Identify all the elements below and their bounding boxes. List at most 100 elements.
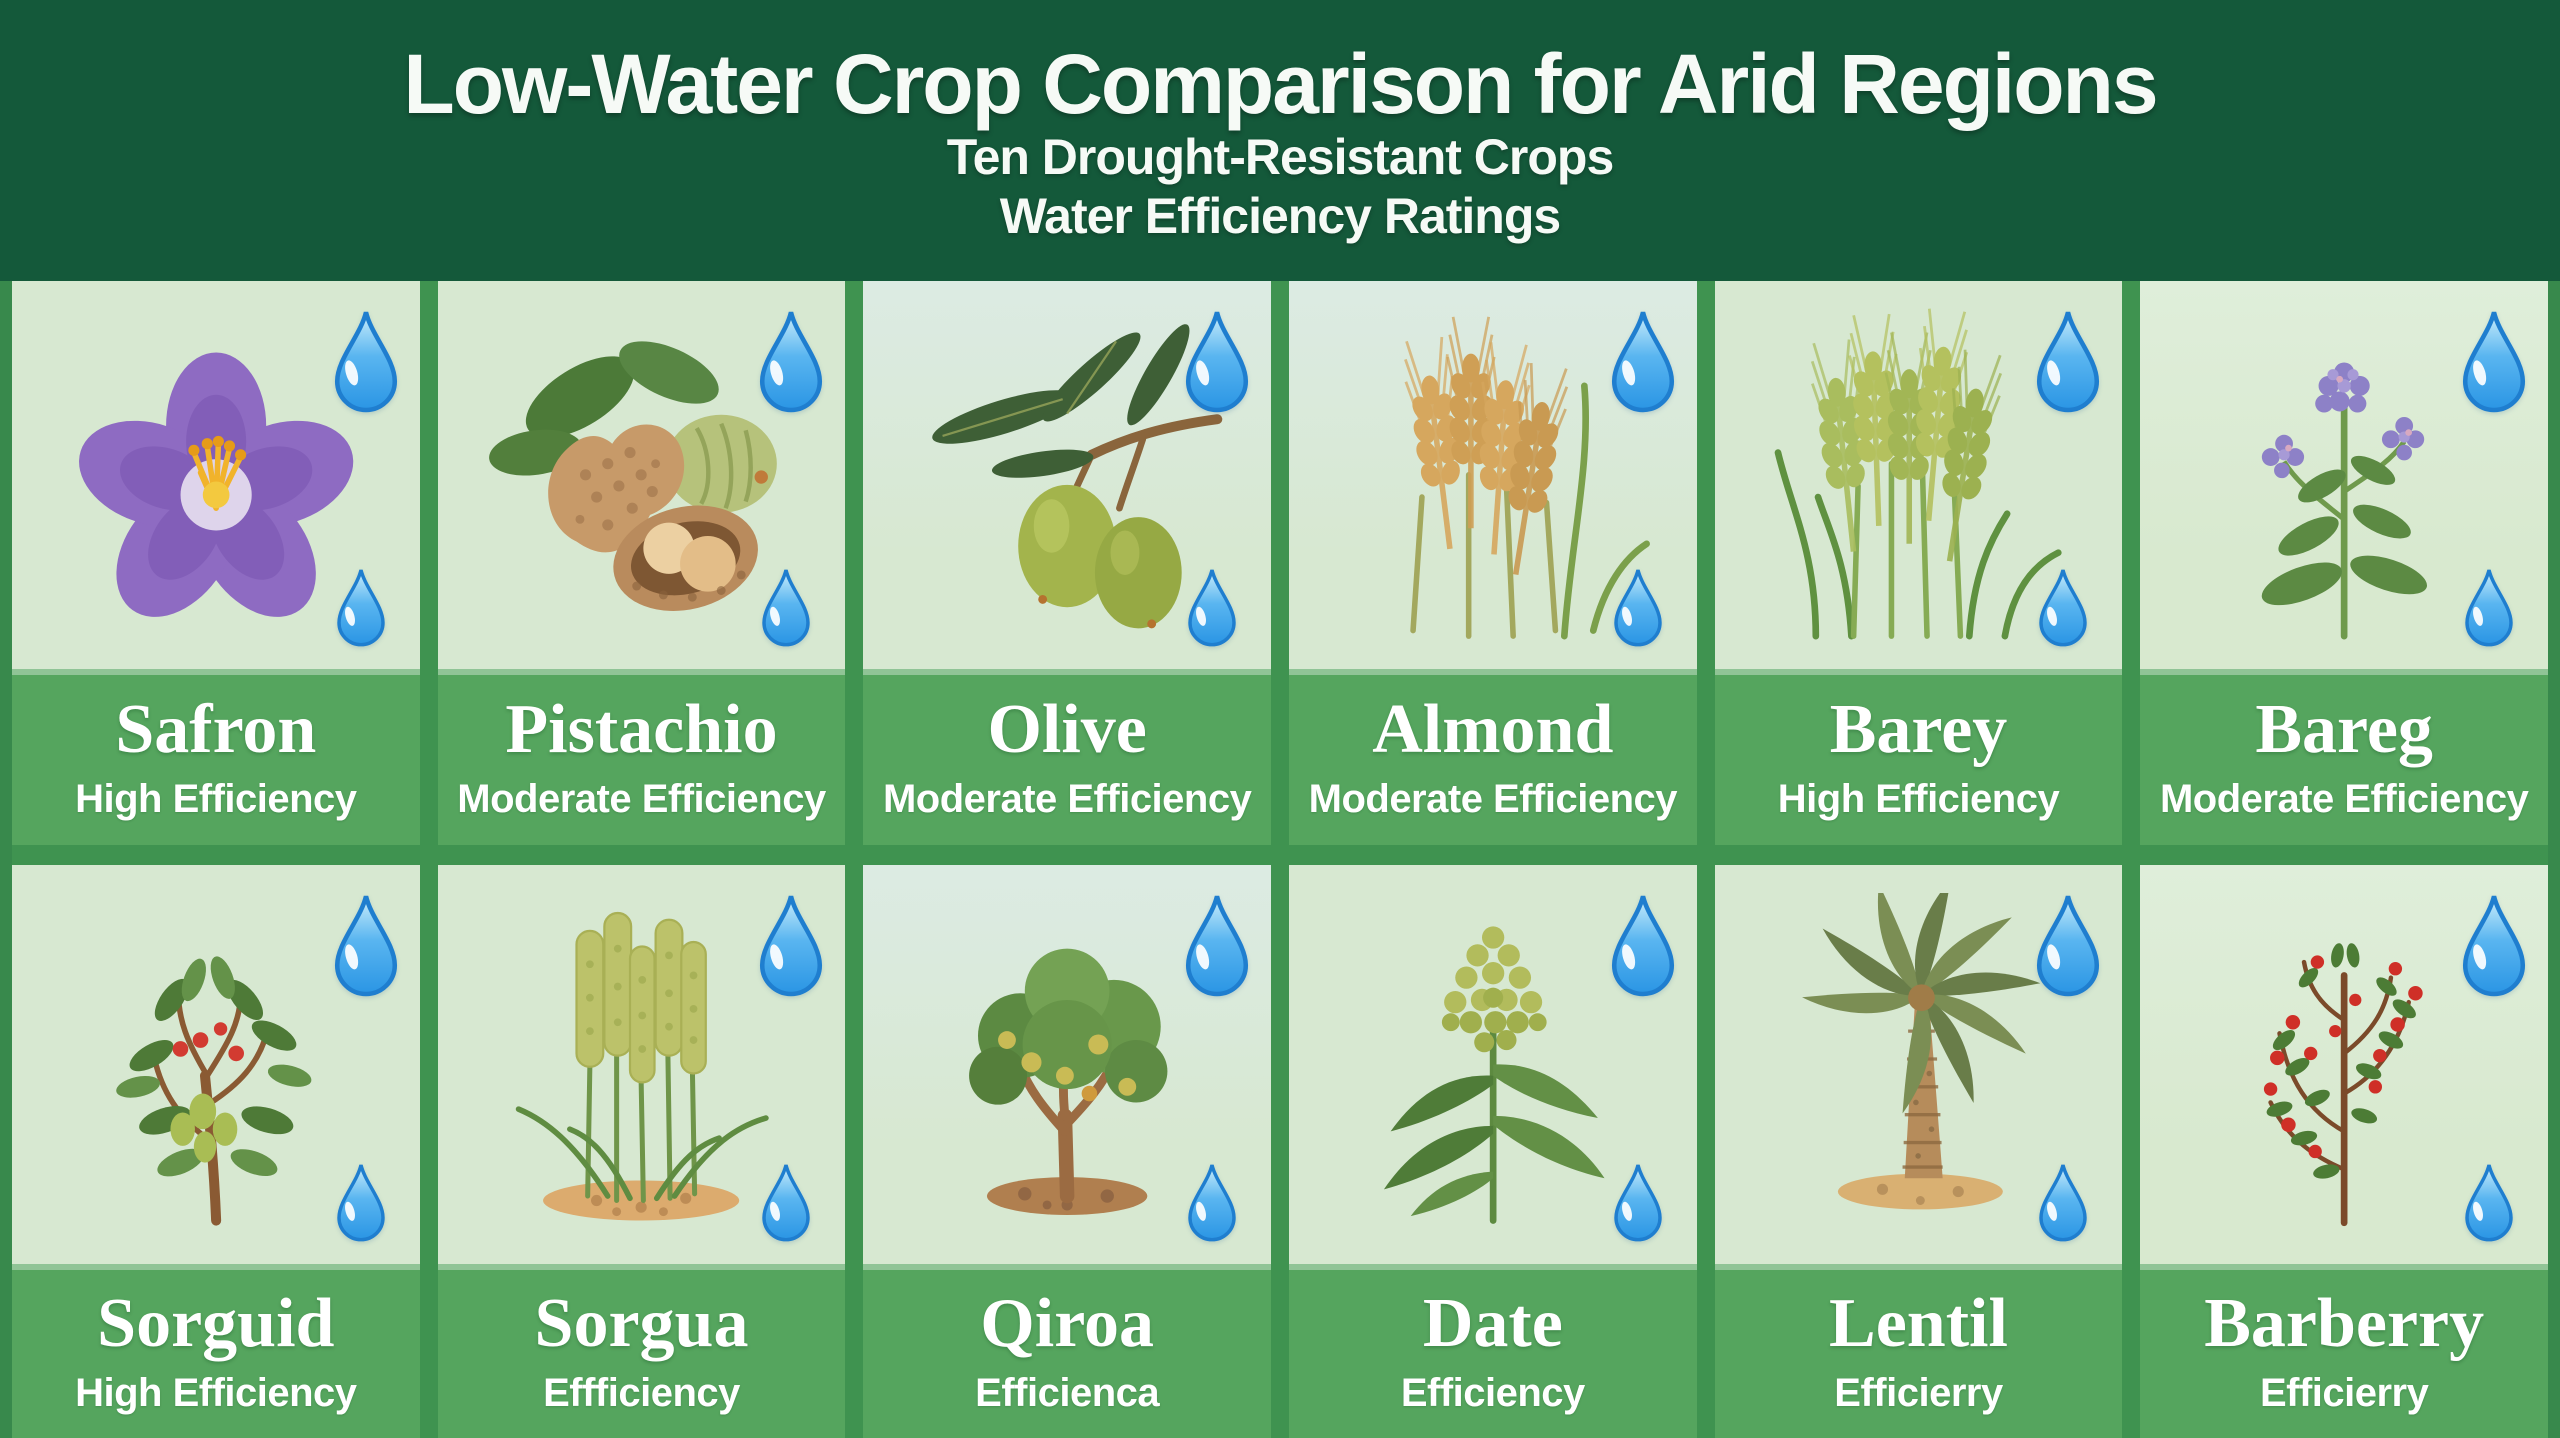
water-droplet-icon [1188,568,1236,647]
crop-label-band: Sorgua Effficiency [437,1264,846,1438]
crop-card-safron: Safron High Efficiency [12,281,420,845]
crop-label-band: Qiroa Efficienca [863,1264,1271,1438]
peanut-shells-illustration [489,341,778,612]
barberry-shrub-illustration [2263,943,2423,1227]
crop-name: Bareg [2255,691,2433,768]
water-droplet-icon [2465,1163,2513,1242]
crop-rating: High Efficiency [75,777,357,821]
crop-label-band: Date Efficiency [1288,1264,1697,1438]
crop-image-area [2140,865,2548,1264]
olive-branch-illustration [932,324,1223,629]
crop-rating: High Efficiency [75,1371,357,1415]
crop-rating: Efficienca [975,1371,1160,1415]
crop-name: Date [1422,1285,1563,1362]
water-droplet-icon [1613,568,1662,647]
crop-label-band: Barey High Efficiency [1714,669,2123,845]
grid-frame: Safron High Efficiency [0,281,2560,1438]
crop-rating: Moderate Efficiency [1308,777,1678,821]
water-droplet-icon [336,1163,385,1242]
crop-label-band: Barberry Efficierry [2140,1264,2548,1438]
crop-name: Almond [1372,691,1614,768]
crop-name: Pistachio [505,691,778,768]
crop-label-band: Bareg Moderate Efficiency [2140,669,2548,845]
crop-card-sorguid: Sorguid High Efficiency [12,865,420,1438]
subtitle-line-2: Water Efficiency Ratings [999,188,1561,245]
water-droplet-icon [328,891,404,997]
crop-rating: Efficierry [2259,1371,2429,1415]
header-banner: Low-Water Crop Comparison for Arid Regio… [0,0,2560,281]
crop-label-band: Almond Moderate Efficiency [1288,669,1697,845]
crop-image-area [1288,865,1697,1264]
crop-card-olive: Olive Moderate Efficiency [863,281,1271,845]
crop-name: Safron [115,691,317,768]
crop-card-almond: Almond Moderate Efficiency [1288,281,1697,845]
crop-image-area [437,281,846,669]
fruit-shrub-illustration [115,956,312,1226]
crop-card-qiroa: Qiroa Efficienca [863,865,1271,1438]
crop-name: Barberry [2204,1285,2485,1362]
crop-rating: Moderate Efficiency [882,777,1252,821]
water-droplet-icon [762,1163,811,1242]
crop-card-bareg: Bareg Moderate Efficiency [2140,281,2548,845]
crop-rating: Effficiency [543,1371,740,1415]
crop-name: Sorguid [97,1285,335,1362]
crop-image-area [1714,281,2123,669]
crop-label-band: Safron High Efficiency [12,669,420,845]
subtitle-line-1: Ten Drought-Resistant Crops [946,129,1615,186]
water-droplet-icon [2456,891,2532,997]
crop-card-barey: Barey High Efficiency [1714,281,2123,845]
crop-rating: Moderate Efficiency [457,777,826,821]
page-title: Low-Water Crop Comparison for Arid Regio… [403,36,2158,131]
barley-spikes-illustration [1775,308,2062,640]
date-palm-illustration [1802,892,2041,1210]
crop-rating: Moderate Efficiency [2159,777,2529,821]
water-droplet-icon [2030,307,2106,413]
crop-label-band: Sorguid High Efficiency [12,1264,420,1438]
water-droplet-icon [753,307,829,413]
crop-image-area [1714,865,2123,1264]
water-droplet-icon [2465,568,2513,647]
fruit-tree-illustration [969,948,1168,1215]
crop-name: Barey [1829,691,2008,768]
crop-card-pistachio: Pistachio Moderate Efficiency [437,281,846,845]
crop-name: Sorgua [534,1285,749,1362]
crop-image-area [12,281,420,669]
water-droplet-icon [753,891,829,997]
crop-label-band: Olive Moderate Efficiency [863,669,1271,845]
crop-rating: Efficiency [1400,1371,1585,1415]
water-droplet-icon [336,568,385,647]
crop-image-area [863,281,1271,669]
crop-image-area [12,865,420,1264]
crop-name: Olive [987,691,1147,768]
water-droplet-icon [2456,307,2532,413]
crop-image-area [863,865,1271,1264]
water-droplet-icon [1605,891,1681,997]
crop-card-lentil: Lentil Efficierry [1714,865,2123,1438]
water-droplet-icon [1605,307,1681,413]
crop-rating: Efficierry [1834,1371,2003,1415]
water-droplet-icon [1179,307,1255,413]
crop-label-band: Pistachio Moderate Efficiency [437,669,846,845]
crop-grid: Safron High Efficiency [12,281,2548,1438]
water-droplet-icon [1613,1163,1662,1242]
crop-image-area [2140,281,2548,669]
sorghum-panicle-illustration [1383,926,1605,1224]
crop-name: Qiroa [980,1285,1154,1362]
crop-card-barberry: Barberry Efficierry [2140,865,2548,1438]
water-droplet-icon [1179,891,1255,997]
wheat-ears-illustration [1326,308,1650,640]
crop-rating: High Efficiency [1777,777,2060,821]
water-droplet-icon [328,307,404,413]
water-droplet-icon [762,568,811,647]
water-droplet-icon [1188,1163,1236,1242]
millet-spikes-illustration [516,911,770,1221]
crop-image-area [437,865,846,1264]
crop-label-band: Lentil Efficierry [1714,1264,2123,1438]
water-droplet-icon [2030,891,2106,997]
crop-name: Lentil [1829,1285,2008,1362]
water-droplet-icon [2039,1163,2088,1242]
purple-herb-illustration [2261,362,2428,640]
water-droplet-icon [2039,568,2088,647]
crop-image-area [1288,281,1697,669]
